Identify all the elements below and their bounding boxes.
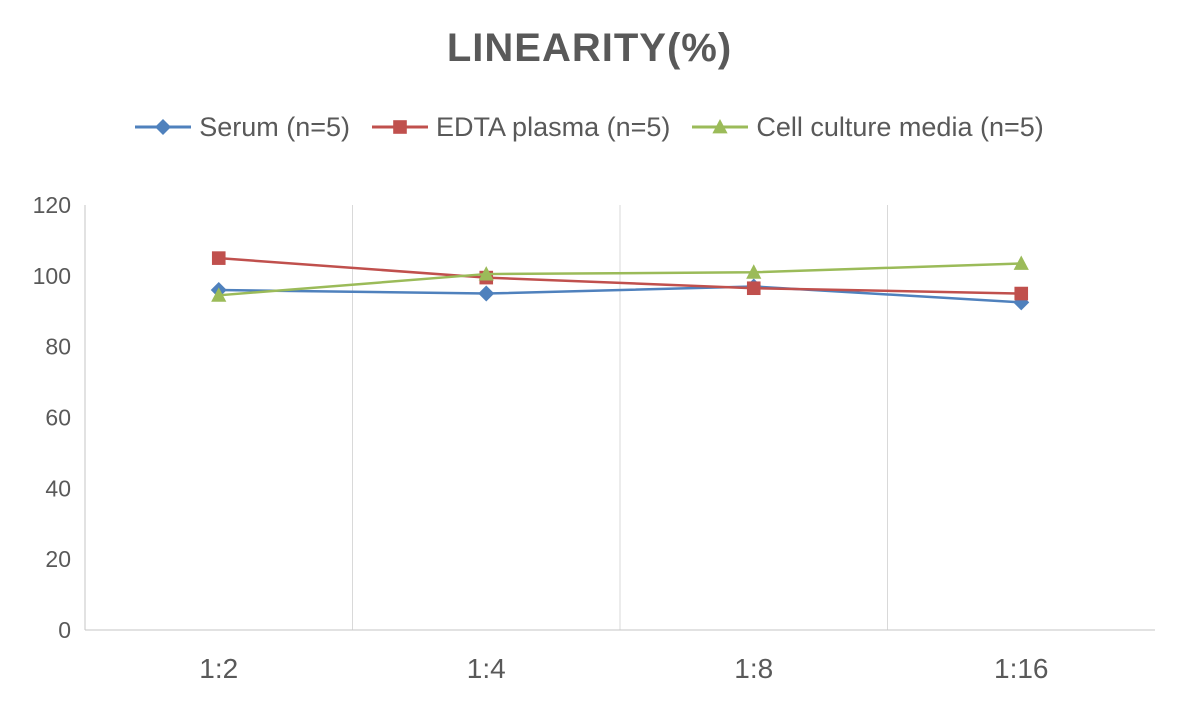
y-tick-label: 80 (45, 334, 71, 360)
triangle-marker (746, 264, 762, 279)
chart-title: LINEARITY(%) (446, 26, 733, 70)
square-marker (746, 281, 761, 296)
y-tick-label: 100 (33, 263, 71, 289)
plot-area: 0 20 40 60 80 100 120 1:2 1:4 1:8 1:16 (33, 192, 1155, 684)
square-marker (211, 251, 226, 265)
y-tick-label: 20 (45, 546, 71, 572)
legend-item-serum-n-5: Serum (n=5) (135, 112, 350, 143)
legend-label: EDTA plasma (n=5) (436, 111, 671, 142)
y-tick-label: 120 (33, 192, 71, 218)
triangle-marker (211, 287, 227, 302)
y-tick-label: 40 (45, 475, 71, 501)
series-line-cell-culture-media-n-5 (217, 262, 1023, 297)
x-category-label: 1:4 (467, 653, 506, 684)
legend-marker-diamond-icon (135, 119, 192, 135)
legend-marker-square-icon (372, 120, 429, 134)
series-line-serum-n-5 (217, 285, 1023, 304)
triangle-marker (1013, 255, 1029, 270)
series-line-edta-plasma-n-5 (217, 256, 1023, 295)
triangle-marker (478, 266, 494, 281)
diamond-marker (1013, 294, 1030, 311)
x-category-label: 1:16 (994, 653, 1049, 684)
diamond-marker (155, 119, 172, 135)
square-marker (1014, 286, 1029, 301)
y-tick-label: 60 (45, 405, 71, 431)
triangle-marker (712, 119, 728, 134)
legend-item-cell-culture-media-n-5: Cell culture media (n=5) (692, 111, 1044, 143)
square-marker (393, 120, 407, 134)
legend-label: Cell culture media (n=5) (756, 111, 1044, 142)
legend-marker-triangle-icon (692, 119, 749, 134)
legend-label: Serum (n=5) (199, 111, 351, 142)
diamond-marker (478, 285, 495, 302)
x-category-label: 1:2 (199, 653, 238, 684)
chart-legend: Serum (n=5) EDTA plasma (n=5) Cell culture… (0, 104, 1179, 150)
y-tick-label: 0 (58, 617, 71, 643)
legend-item-edta-plasma-n-5: EDTA plasma (n=5) (372, 112, 670, 143)
x-category-label: 1:8 (734, 653, 773, 684)
